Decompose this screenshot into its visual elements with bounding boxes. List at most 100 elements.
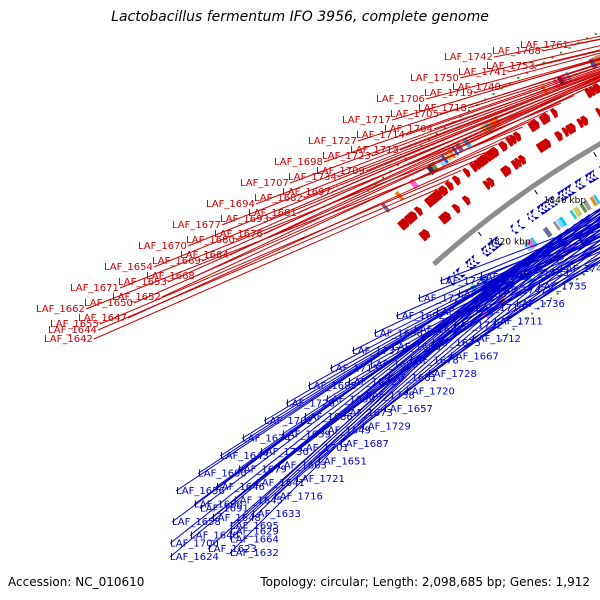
gene-label: LAF_1632 <box>230 548 279 559</box>
leader-line <box>189 248 541 536</box>
gc-dot <box>589 268 592 271</box>
gene-arrow <box>574 179 584 191</box>
gene-label: LAF_1707 <box>240 178 289 189</box>
leader-line <box>417 223 600 299</box>
gene-arrow <box>471 254 481 265</box>
gene-label: LAF_1653 <box>118 277 167 288</box>
gene-label: LAF_1660 <box>194 500 243 511</box>
gene-arrow <box>553 130 563 142</box>
gene-label: LAF_1721 <box>296 474 345 485</box>
map-title: Lactobacillus fermentum IFO 3956, comple… <box>111 9 489 25</box>
genome-summary: Topology: circular; Length: 2,098,685 bp… <box>260 575 590 589</box>
gc-dot <box>582 273 585 276</box>
gene-arrow <box>451 203 461 214</box>
leader-line <box>235 79 600 241</box>
gene-label: LAF_1700 <box>170 539 219 550</box>
gene-arrow <box>594 107 600 118</box>
gene-label: LAF_1720 <box>406 387 455 398</box>
gene-label: LAF_1741 <box>458 67 507 78</box>
gc-dot <box>556 292 559 295</box>
gc-dot <box>594 32 597 35</box>
kbp-tick <box>477 231 482 237</box>
gene-label: LAF_1745 <box>480 272 529 283</box>
gene-label: LAF_1712 <box>472 334 521 345</box>
feature-block <box>593 194 600 205</box>
gene-arrow <box>490 238 501 250</box>
gene-label: LAF_1732 <box>454 321 503 332</box>
leader-line <box>339 232 600 445</box>
kbp-tick-label: 1840 kbp <box>544 196 587 206</box>
gene-label: LAF_1667 <box>450 352 499 363</box>
leader-line <box>169 258 527 544</box>
gene-arrow <box>444 180 454 192</box>
gc-dot <box>443 127 446 130</box>
leader-line <box>467 65 600 109</box>
leader-line <box>85 152 486 310</box>
gene-arrow <box>493 235 504 247</box>
leader-line <box>303 74 600 199</box>
gene-label: LAF_1644 <box>48 325 97 336</box>
gene-arrow <box>437 185 449 197</box>
gene-label: LAF_1669 <box>152 256 201 267</box>
gene-label: LAF_1689 <box>370 360 419 371</box>
leader-line <box>439 220 600 282</box>
gene-arrow <box>451 175 461 186</box>
gc-dot <box>517 76 520 79</box>
leader-line <box>187 80 600 247</box>
gene-label: LAF_1679 <box>238 465 287 476</box>
feature-block <box>552 220 561 231</box>
leader-line <box>507 49 600 73</box>
gene-arrow <box>480 246 491 257</box>
gene-arrow <box>577 177 587 188</box>
leader-line <box>273 208 600 497</box>
leader-line <box>221 75 600 226</box>
gc-dot <box>500 87 503 90</box>
leader-line <box>99 170 462 325</box>
leader-line <box>329 225 600 369</box>
gene-label: LAF_1747 <box>498 286 547 297</box>
leader-line <box>161 134 511 298</box>
gene-label: LAF_1743 <box>560 264 600 275</box>
gc-dot <box>550 297 553 300</box>
leader-line <box>391 58 600 121</box>
gene-arrow <box>540 201 550 213</box>
gene-label: LAF_1727 <box>308 136 357 147</box>
gc-dot <box>596 264 599 267</box>
gene-arrow <box>588 170 598 182</box>
leader-line <box>229 269 514 554</box>
leader-line <box>153 102 562 268</box>
leader-line <box>133 143 498 304</box>
gene-arrow <box>542 112 551 123</box>
gene-label: LAF_1677 <box>172 220 221 231</box>
gene-arrow <box>579 115 589 127</box>
leader-line <box>195 110 549 277</box>
feature-block <box>589 196 598 207</box>
feature-block <box>579 202 588 213</box>
gc-dot <box>492 93 495 96</box>
gc-dot <box>568 46 571 49</box>
gene-label: LAF_1710 <box>476 303 525 314</box>
gene-arrow <box>512 131 522 143</box>
gene-label: LAF_1683 <box>414 325 463 336</box>
leader-line <box>383 246 600 410</box>
gene-arrow <box>510 223 520 235</box>
gene-arrow <box>591 83 600 95</box>
gene-label: LAF_1734 <box>288 172 337 183</box>
gene-label: LAF_1711 <box>494 317 543 328</box>
gene-label: LAF_1684 <box>180 250 229 261</box>
gene-arrow <box>568 122 577 133</box>
gene-label: LAF_1657 <box>384 404 433 415</box>
gene-arrow <box>462 167 471 178</box>
gene-label: LAF_1723 <box>322 151 371 162</box>
feature-block <box>436 156 446 167</box>
feature-block <box>523 241 533 252</box>
gene-arrow <box>485 177 495 188</box>
leader-line <box>207 263 521 550</box>
gene-label: LAF_1750 <box>410 73 459 84</box>
gene-arrow <box>550 195 559 206</box>
gene-label: LAF_1737 <box>352 346 401 357</box>
leader-line <box>351 226 600 352</box>
gene-label: LAF_1641 <box>256 478 305 489</box>
gene-arrow <box>441 211 452 222</box>
